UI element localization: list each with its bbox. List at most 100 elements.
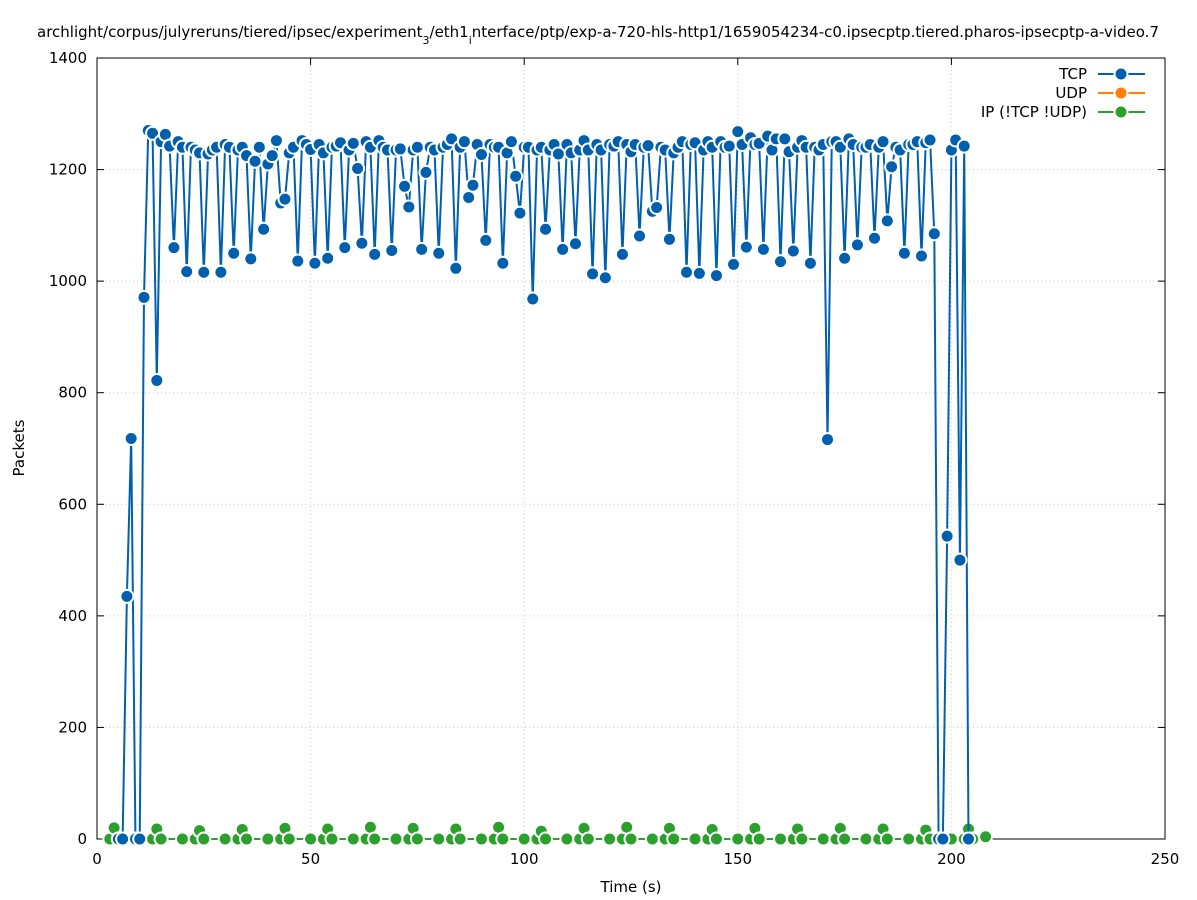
data-point bbox=[559, 831, 575, 847]
y-tick-label: 800 bbox=[58, 384, 87, 402]
data-point bbox=[708, 268, 724, 284]
data-point bbox=[196, 264, 212, 280]
data-point bbox=[409, 831, 425, 847]
data-point bbox=[730, 124, 746, 140]
y-tick-label: 600 bbox=[58, 495, 87, 513]
data-point bbox=[687, 831, 703, 847]
data-point bbox=[679, 264, 695, 280]
data-point bbox=[268, 133, 284, 149]
data-point bbox=[691, 265, 707, 281]
data-point bbox=[461, 189, 477, 205]
data-point bbox=[623, 831, 639, 847]
data-point bbox=[773, 831, 789, 847]
data-point bbox=[264, 148, 280, 164]
data-point bbox=[956, 138, 972, 154]
data-point bbox=[913, 248, 929, 264]
x-axis-title: Time (s) bbox=[600, 878, 662, 896]
data-point bbox=[820, 432, 836, 448]
data-point bbox=[392, 141, 408, 157]
data-point bbox=[452, 831, 468, 847]
data-point bbox=[580, 831, 596, 847]
legend-label: TCP bbox=[1058, 65, 1087, 83]
data-point bbox=[495, 255, 511, 271]
data-point bbox=[632, 228, 648, 244]
data-point bbox=[456, 134, 472, 150]
data-point bbox=[367, 246, 383, 262]
legend-marker bbox=[1113, 66, 1129, 82]
data-point bbox=[119, 588, 135, 604]
data-point bbox=[708, 831, 724, 847]
data-point bbox=[773, 254, 789, 270]
data-point bbox=[324, 831, 340, 847]
data-point bbox=[777, 131, 793, 147]
data-point bbox=[239, 831, 255, 847]
y-tick-label: 400 bbox=[58, 607, 87, 625]
data-point bbox=[465, 177, 481, 193]
data-point bbox=[935, 831, 951, 847]
data-point bbox=[256, 221, 272, 237]
data-point bbox=[345, 831, 361, 847]
data-point bbox=[538, 831, 554, 847]
data-point bbox=[388, 831, 404, 847]
chart-title: archlight/corpus/julyreruns/tiered/ipsec… bbox=[37, 23, 1159, 47]
data-point bbox=[153, 831, 169, 847]
data-point bbox=[939, 528, 955, 544]
series-ip-tcp-udp- bbox=[102, 819, 994, 847]
y-axis-ticks: 0 200 400 600 800 1000 1200 1400 bbox=[49, 49, 1165, 848]
data-point bbox=[354, 235, 370, 251]
data-point bbox=[926, 226, 942, 242]
data-point bbox=[303, 831, 319, 847]
data-point bbox=[213, 264, 229, 280]
y-tick-label: 1200 bbox=[49, 161, 87, 179]
data-point bbox=[794, 831, 810, 847]
data-point bbox=[614, 246, 630, 262]
data-point bbox=[730, 831, 746, 847]
data-point bbox=[538, 221, 554, 237]
data-point bbox=[217, 831, 233, 847]
data-point bbox=[136, 289, 152, 305]
data-point bbox=[251, 139, 267, 155]
data-point bbox=[815, 831, 831, 847]
data-point bbox=[858, 831, 874, 847]
data-point bbox=[837, 250, 853, 266]
data-point bbox=[640, 138, 656, 154]
data-point bbox=[896, 245, 912, 261]
data-point bbox=[226, 245, 242, 261]
legend-label: UDP bbox=[1055, 84, 1087, 102]
x-tick-label: 50 bbox=[301, 850, 320, 868]
data-point bbox=[174, 831, 190, 847]
data-point bbox=[397, 178, 413, 194]
data-point bbox=[320, 250, 336, 266]
data-point bbox=[849, 237, 865, 253]
data-point bbox=[132, 831, 148, 847]
data-point bbox=[661, 231, 677, 247]
data-point bbox=[879, 831, 895, 847]
data-point bbox=[179, 264, 195, 280]
legend-marker bbox=[1113, 104, 1129, 120]
data-point bbox=[751, 831, 767, 847]
data-point bbox=[431, 245, 447, 261]
data-point bbox=[495, 831, 511, 847]
data-point bbox=[666, 831, 682, 847]
data-point bbox=[115, 831, 131, 847]
data-point bbox=[166, 240, 182, 256]
data-point bbox=[978, 829, 994, 845]
data-point bbox=[755, 241, 771, 257]
data-point bbox=[884, 159, 900, 175]
x-tick-label: 100 bbox=[510, 850, 539, 868]
legend-label: IP (!TCP !UDP) bbox=[981, 103, 1087, 121]
data-point bbox=[879, 213, 895, 229]
data-point bbox=[785, 243, 801, 259]
data-point bbox=[837, 831, 853, 847]
data-point bbox=[350, 160, 366, 176]
data-point bbox=[281, 831, 297, 847]
x-tick-label: 250 bbox=[1151, 850, 1180, 868]
data-point bbox=[555, 241, 571, 257]
data-point bbox=[277, 191, 293, 207]
x-tick-label: 0 bbox=[92, 850, 102, 868]
data-point bbox=[401, 199, 417, 215]
data-point bbox=[802, 255, 818, 271]
data-point bbox=[644, 831, 660, 847]
data-point bbox=[409, 139, 425, 155]
